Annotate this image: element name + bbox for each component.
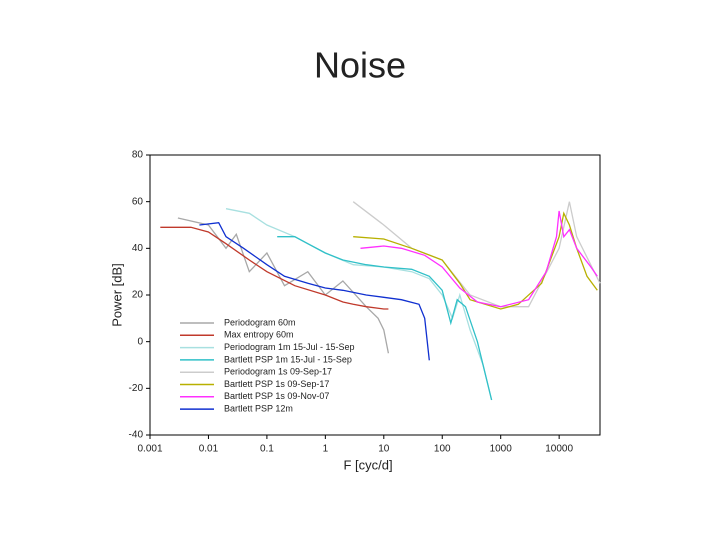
x-tick-label: 0.001 [137, 444, 162, 455]
series-line [360, 210, 598, 308]
legend-label: Periodogram 60m [224, 317, 296, 327]
y-tick-label: -40 [129, 430, 144, 441]
x-tick-label: 0.1 [260, 444, 274, 455]
series-line [225, 208, 493, 401]
series-line [277, 236, 493, 401]
y-tick-label: 20 [132, 290, 144, 301]
legend-label: Bartlett PSP 1s 09-Nov-07 [224, 391, 329, 401]
y-axis-label: Power [dB] [109, 263, 124, 327]
legend-label: Periodogram 1m 15-Jul - 15-Sep [224, 342, 355, 352]
series-line [199, 222, 430, 361]
series-line [177, 217, 390, 354]
x-tick-label: 100 [434, 444, 451, 455]
x-tick-label: 0.01 [199, 444, 219, 455]
y-tick-label: 40 [132, 243, 144, 254]
y-tick-label: 0 [137, 336, 143, 347]
x-tick-label: 1 [323, 444, 329, 455]
legend-label: Periodogram 1s 09-Sep-17 [224, 367, 332, 377]
series-line [353, 211, 598, 310]
y-tick-label: 80 [132, 150, 144, 161]
y-tick-label: 60 [132, 196, 144, 207]
slide-title: Noise [314, 45, 406, 86]
legend-label: Bartlett PSP 1s 09-Sep-17 [224, 379, 329, 389]
x-tick-label: 10 [378, 444, 390, 455]
x-tick-label: 1000 [490, 444, 513, 455]
x-tick-label: 10000 [545, 444, 573, 455]
legend-label: Bartlett PSP 12m [224, 403, 293, 413]
x-axis-label: F [cyc/d] [343, 457, 392, 472]
plot-frame [149, 154, 601, 436]
series-line [160, 226, 389, 310]
legend-label: Bartlett PSP 1m 15-Jul - 15-Sep [224, 354, 352, 364]
y-tick-label: -20 [129, 383, 144, 394]
legend-label: Max entropy 60m [224, 330, 294, 340]
